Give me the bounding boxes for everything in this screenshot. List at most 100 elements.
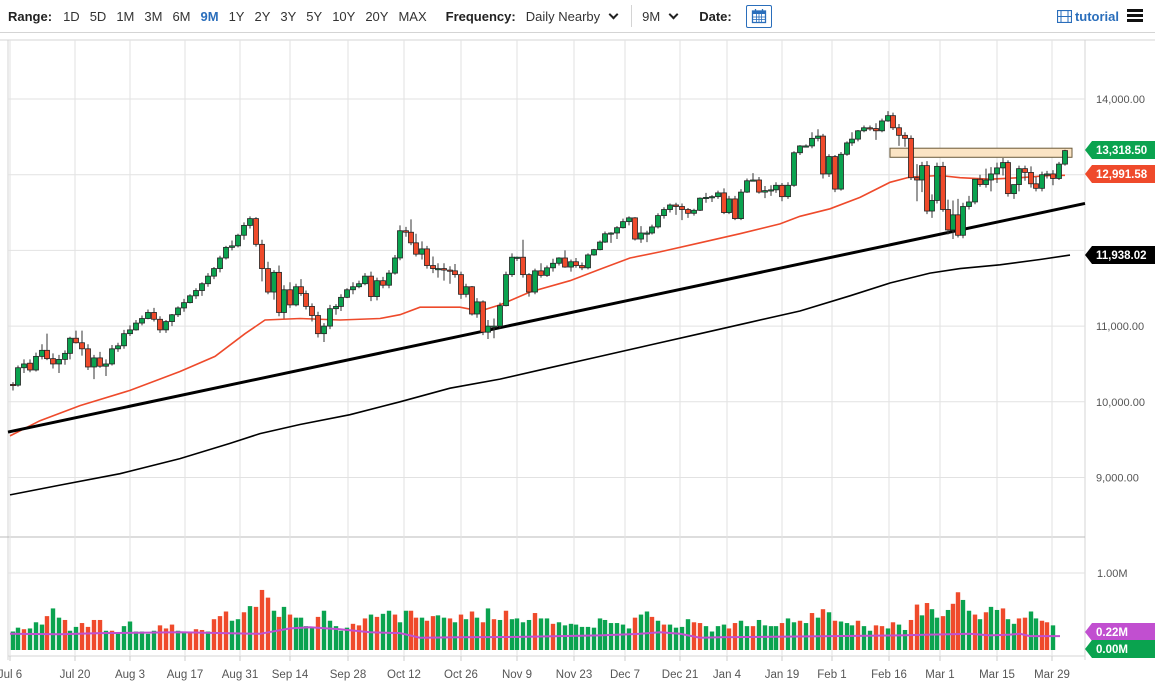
candle[interactable] bbox=[994, 162, 1000, 184]
volume-bar[interactable] bbox=[413, 617, 419, 650]
candle[interactable] bbox=[293, 283, 299, 307]
volume-bar[interactable] bbox=[620, 624, 626, 650]
candle[interactable] bbox=[826, 154, 832, 177]
volume-bar[interactable] bbox=[408, 610, 414, 650]
volume-bar[interactable] bbox=[287, 614, 293, 650]
candle[interactable] bbox=[441, 263, 447, 281]
candle[interactable] bbox=[397, 225, 403, 261]
volume-bar[interactable] bbox=[474, 617, 480, 650]
candle[interactable] bbox=[955, 198, 961, 238]
candle[interactable] bbox=[435, 263, 441, 278]
volume-bar[interactable] bbox=[638, 614, 644, 650]
candle[interactable] bbox=[33, 352, 39, 372]
hamburger-menu-icon[interactable] bbox=[1127, 9, 1143, 24]
volume-bar[interactable] bbox=[797, 620, 803, 650]
volume-bar[interactable] bbox=[145, 633, 151, 650]
candle[interactable] bbox=[205, 273, 211, 287]
candle[interactable] bbox=[809, 132, 815, 149]
volume-bar[interactable] bbox=[362, 618, 368, 650]
candle[interactable] bbox=[861, 125, 867, 133]
candle[interactable] bbox=[966, 195, 972, 210]
candle[interactable] bbox=[169, 313, 175, 327]
candle[interactable] bbox=[281, 285, 287, 319]
volume-bar[interactable] bbox=[109, 630, 115, 650]
candle[interactable] bbox=[673, 202, 679, 215]
volume-bar[interactable] bbox=[298, 617, 304, 650]
candle[interactable] bbox=[685, 208, 691, 218]
volume-bar[interactable] bbox=[386, 610, 392, 650]
volume-bar[interactable] bbox=[419, 617, 425, 650]
volume-bar[interactable] bbox=[562, 625, 568, 650]
volume-bar[interactable] bbox=[303, 626, 309, 650]
volume-bar[interactable] bbox=[151, 630, 157, 650]
candle[interactable] bbox=[413, 233, 419, 257]
candle[interactable] bbox=[849, 132, 855, 146]
volume-bar[interactable] bbox=[133, 631, 139, 650]
candle[interactable] bbox=[151, 307, 157, 322]
volume-bar[interactable] bbox=[756, 619, 762, 650]
volume-bar[interactable] bbox=[661, 624, 667, 650]
volume-bar[interactable] bbox=[205, 631, 211, 650]
volume-bar[interactable] bbox=[199, 629, 205, 650]
volume-bar[interactable] bbox=[85, 626, 91, 650]
candle[interactable] bbox=[626, 216, 632, 226]
candle[interactable] bbox=[241, 222, 247, 240]
candle[interactable] bbox=[403, 226, 409, 237]
candle[interactable] bbox=[463, 283, 469, 298]
volume-bar[interactable] bbox=[667, 624, 673, 650]
volume-bar[interactable] bbox=[241, 612, 247, 650]
volume-bar[interactable] bbox=[397, 622, 403, 650]
candle[interactable] bbox=[408, 219, 414, 246]
candle[interactable] bbox=[1028, 166, 1034, 188]
candle[interactable] bbox=[419, 241, 425, 260]
candle[interactable] bbox=[655, 213, 661, 229]
volume-bar[interactable] bbox=[849, 625, 855, 650]
volume-bar[interactable] bbox=[679, 626, 685, 650]
candle[interactable] bbox=[1022, 165, 1028, 181]
candle[interactable] bbox=[480, 300, 486, 336]
volume-bar[interactable] bbox=[293, 617, 299, 650]
candle[interactable] bbox=[309, 303, 315, 322]
volume-bar[interactable] bbox=[115, 633, 121, 650]
candle[interactable] bbox=[211, 267, 217, 280]
volume-bar[interactable] bbox=[1011, 623, 1017, 650]
candle[interactable] bbox=[139, 315, 145, 326]
candle[interactable] bbox=[756, 176, 762, 194]
volume-bar[interactable] bbox=[885, 628, 891, 650]
candle[interactable] bbox=[1050, 170, 1056, 186]
candle[interactable] bbox=[321, 323, 327, 342]
candle[interactable] bbox=[491, 318, 497, 339]
volume-bar[interactable] bbox=[315, 616, 321, 650]
candle[interactable] bbox=[550, 258, 556, 272]
candle[interactable] bbox=[458, 271, 464, 299]
candle[interactable] bbox=[779, 183, 785, 202]
candle[interactable] bbox=[79, 330, 85, 356]
volume-bar[interactable] bbox=[1033, 618, 1039, 650]
candle[interactable] bbox=[229, 240, 235, 251]
candle[interactable] bbox=[509, 253, 515, 277]
volume-bar[interactable] bbox=[265, 597, 271, 650]
candle[interactable] bbox=[380, 276, 386, 289]
volume-bar[interactable] bbox=[503, 610, 509, 650]
volume-bar[interactable] bbox=[544, 618, 550, 650]
volume-bar[interactable] bbox=[73, 626, 79, 650]
volume-bar[interactable] bbox=[333, 626, 339, 650]
period-dropdown[interactable]: 9M bbox=[642, 9, 687, 24]
volume-bar[interactable] bbox=[820, 609, 826, 650]
volume-bar[interactable] bbox=[193, 629, 199, 650]
candle[interactable] bbox=[327, 304, 333, 330]
volume-bar[interactable] bbox=[994, 609, 1000, 650]
candle[interactable] bbox=[1044, 170, 1050, 179]
volume-bar[interactable] bbox=[157, 625, 163, 650]
candle[interactable] bbox=[452, 264, 458, 278]
volume-bar[interactable] bbox=[924, 603, 930, 650]
candle[interactable] bbox=[115, 342, 121, 352]
candle[interactable] bbox=[709, 195, 715, 202]
range-button-9m[interactable]: 9M bbox=[200, 8, 219, 24]
range-button-6m[interactable]: 6M bbox=[172, 8, 191, 24]
volume-bar[interactable] bbox=[966, 610, 972, 650]
candle[interactable] bbox=[485, 320, 491, 339]
candle[interactable] bbox=[815, 129, 821, 142]
candle[interactable] bbox=[797, 145, 803, 156]
candle[interactable] bbox=[259, 239, 265, 282]
